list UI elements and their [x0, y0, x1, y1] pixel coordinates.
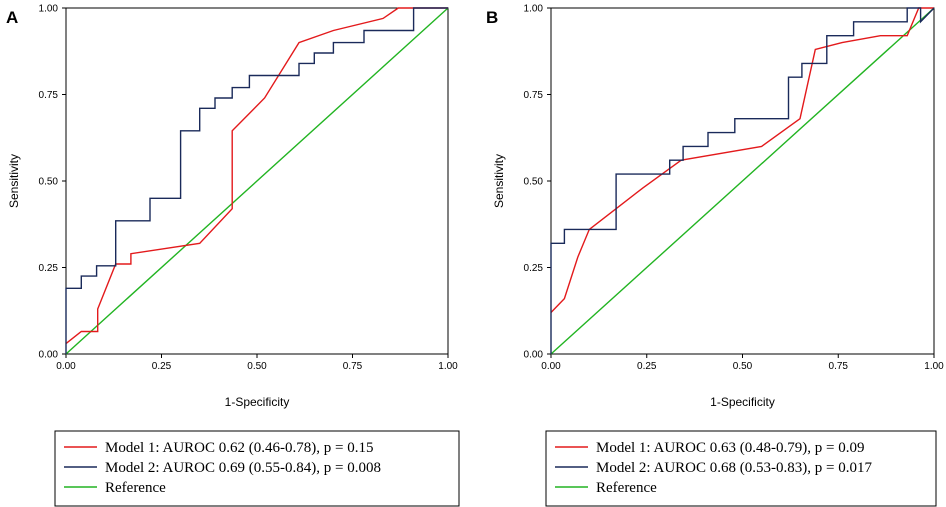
model-1-roc-line: [550, 7, 934, 313]
x-tick-label: 0.75: [343, 361, 363, 372]
model-2-roc-line: [550, 7, 935, 354]
x-axis-label: 1-Specificity: [225, 395, 290, 409]
x-tick-label: 1.00: [924, 361, 944, 372]
y-tick-label: 0.00: [524, 350, 544, 361]
reference-legend-label: Reference: [596, 480, 657, 496]
x-tick-label: 1.00: [438, 361, 458, 372]
x-tick-label: 0.25: [152, 361, 172, 372]
panel-a-legend: Model 1: AUROC 0.62 (0.46-0.78), p = 0.1…: [54, 430, 460, 507]
x-tick-label: 0.00: [541, 361, 561, 372]
y-tick-label: 1.00: [524, 4, 544, 15]
x-tick-label: 0.50: [247, 361, 267, 372]
panel-b-legend: Model 1: AUROC 0.63 (0.48-0.79), p = 0.0…: [545, 430, 937, 507]
panel-b-label: B: [486, 8, 498, 27]
legend-box: [545, 430, 937, 507]
reference-roc-line: [550, 7, 935, 355]
panel-b-plot-area: 0.00 0.25 0.50 0.75 1.00 0.00 0.25 0.50 0.75 1.00…: [492, 4, 944, 410]
legend-box: [54, 430, 460, 507]
x-tick-label: 0.50: [733, 361, 753, 372]
y-tick-label: 0.75: [39, 90, 59, 101]
x-tick-label: 0.75: [829, 361, 849, 372]
model-2-roc-line: [65, 7, 448, 354]
y-tick-label: 0.00: [39, 350, 59, 361]
reference-roc-line: [65, 7, 449, 355]
panel-a-label: A: [6, 8, 18, 27]
model-1-roc-line: [65, 7, 448, 345]
model-1-legend-label: Model 1: AUROC 0.62 (0.46-0.78), p = 0.1…: [105, 440, 373, 456]
panel-a: A 0.00 0.25 0.50 0.75 1.00 0.00 0.25 0.50 0.75 1.…: [6, 4, 460, 507]
y-axis-label: Sensitivity: [492, 154, 506, 208]
panel-a-plot-area: 0.00 0.25 0.50 0.75 1.00 0.00 0.25 0.50 0.75 1.00…: [7, 4, 458, 410]
y-tick-label: 0.25: [39, 263, 59, 274]
x-tick-label: 0.00: [56, 361, 76, 372]
y-tick-label: 0.25: [524, 263, 544, 274]
y-tick-label: 0.50: [39, 177, 59, 188]
y-tick-label: 0.75: [524, 90, 544, 101]
y-tick-label: 1.00: [39, 4, 59, 15]
reference-legend-label: Reference: [105, 480, 166, 496]
y-tick-label: 0.50: [524, 177, 544, 188]
panel-b: B 0.00 0.25 0.50 0.75 1.00 0.00 0.25 0.50 0.75 1.…: [486, 4, 944, 507]
x-axis-label: 1-Specificity: [710, 395, 775, 409]
model-1-legend-label: Model 1: AUROC 0.63 (0.48-0.79), p = 0.0…: [596, 440, 864, 456]
model-2-legend-label: Model 2: AUROC 0.68 (0.53-0.83), p = 0.0…: [596, 460, 872, 476]
y-axis-label: Sensitivity: [7, 154, 21, 208]
x-tick-label: 0.25: [637, 361, 657, 372]
model-2-legend-label: Model 2: AUROC 0.69 (0.55-0.84), p = 0.0…: [105, 460, 381, 476]
